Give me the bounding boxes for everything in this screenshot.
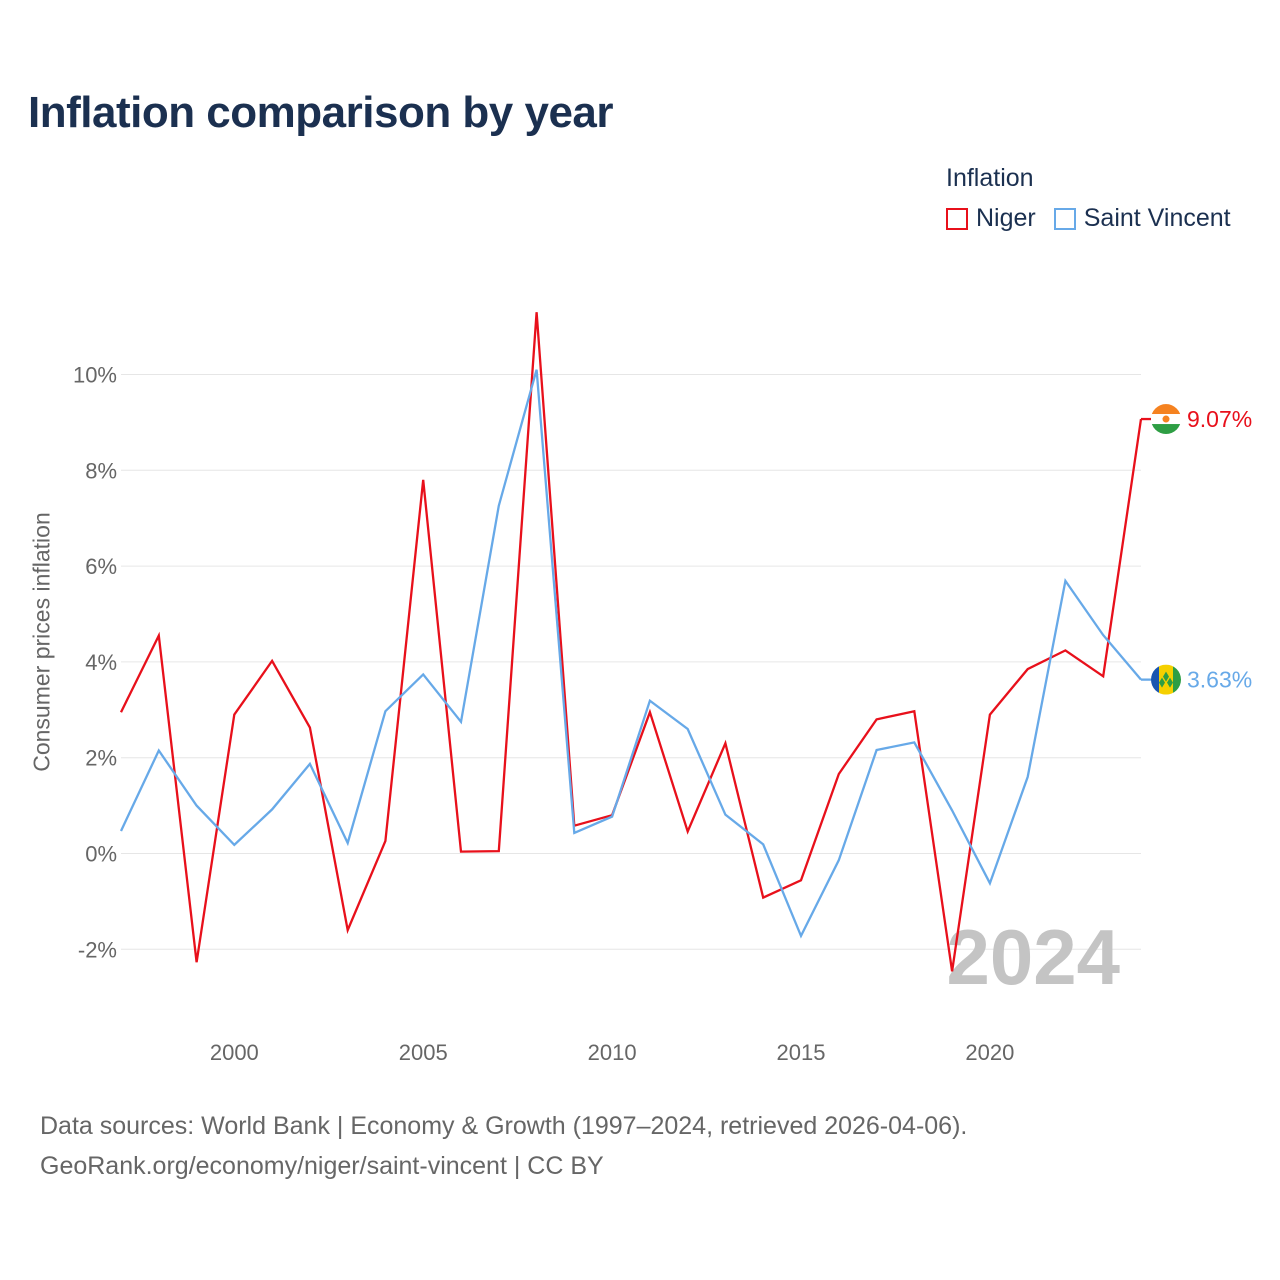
end-value-label: 9.07% (1187, 406, 1252, 432)
flag-band-orange (1151, 404, 1181, 415)
series-lines (119, 312, 1143, 972)
x-tick-label: 2000 (210, 1040, 259, 1065)
y-tick-label: -2% (78, 937, 117, 962)
end-value-label: 3.63% (1187, 667, 1252, 693)
flag-diamonds (1159, 671, 1173, 688)
x-tick-labels: 2000 2005 2010 2015 2020 (210, 1040, 1015, 1065)
grid-lines (121, 374, 1141, 950)
y-tick-label: 6% (85, 554, 117, 579)
footer: Data sources: World Bank | Economy & Gro… (40, 1106, 967, 1186)
series-line-niger (119, 312, 1143, 972)
niger-flag-icon (1151, 404, 1181, 435)
page-title: Inflation comparison by year (28, 88, 614, 137)
legend-title: Inflation (946, 164, 1034, 192)
flag-band-blue (1151, 664, 1159, 695)
flag-band-green (1173, 664, 1181, 695)
footer-sources: Data sources: World Bank | Economy & Gro… (40, 1112, 968, 1140)
x-tick-label: 2015 (777, 1040, 826, 1065)
flag-sun (1162, 415, 1170, 423)
legend: Niger Saint Vincent (946, 204, 1231, 233)
flag-band-green (1151, 424, 1181, 435)
x-tick-label: 2020 (965, 1040, 1014, 1065)
y-tick-labels: -2% 0% 2% 4% 6% 8% 10% (73, 363, 117, 963)
saint-vincent-flag-icon (1151, 664, 1181, 695)
year-watermark: 2024 (946, 913, 1120, 1001)
legend-label-saint-vincent: Saint Vincent (1083, 204, 1231, 232)
y-tick-label: 4% (85, 650, 117, 675)
end-labels: 9.07% 3.63% (1141, 404, 1252, 695)
y-tick-label: 10% (73, 363, 117, 388)
inflation-chart: -2% 0% 2% 4% 6% 8% 10% 2000 2005 2010 2015 2020 20… (73, 312, 1252, 1065)
series-line-saint-vincent (119, 369, 1142, 939)
flag-fill (1151, 664, 1181, 695)
legend-item-niger[interactable]: Niger (946, 204, 1036, 233)
footer-link[interactable]: GeoRank.org/economy/niger/saint-vincent … (40, 1152, 604, 1180)
y-tick-label: 0% (85, 842, 117, 867)
y-tick-label: 2% (85, 746, 117, 771)
flag-fill (1151, 404, 1181, 435)
x-tick-label: 2010 (588, 1040, 637, 1065)
legend-swatch-saint-vincent (1053, 207, 1076, 230)
legend-label-niger: Niger (976, 204, 1036, 232)
legend-item-saint-vincent[interactable]: Saint Vincent (1053, 204, 1231, 233)
legend-swatch-niger (946, 207, 968, 230)
x-tick-label: 2005 (399, 1040, 448, 1065)
y-tick-label: 8% (85, 458, 117, 483)
